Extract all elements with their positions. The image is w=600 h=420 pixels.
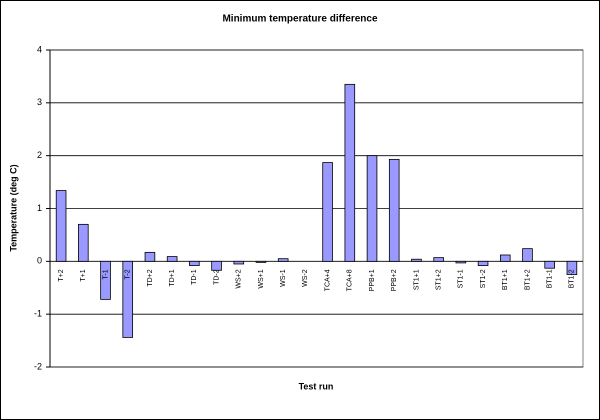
bar: [166, 256, 178, 262]
bar: [433, 257, 444, 262]
bar: [277, 258, 289, 262]
bar: [100, 260, 111, 300]
bar: [211, 260, 222, 271]
bar: [55, 190, 67, 262]
bar: [344, 83, 356, 262]
x-tick-label: TD+2: [147, 269, 154, 286]
x-tick-label: T+2: [58, 269, 65, 281]
y-tick-label: -1: [34, 309, 42, 319]
y-tick-label: 2: [37, 150, 42, 160]
x-tick-label: TD-1: [191, 269, 198, 285]
y-axis-title: Temperature (deg C): [8, 164, 18, 251]
bar: [233, 260, 245, 265]
x-tick-label: ST1-1: [458, 269, 465, 288]
x-tick-label: WS+2: [236, 269, 243, 288]
x-tick-label: BT1+2: [524, 269, 531, 290]
x-tick-label: BT1-1: [547, 269, 554, 288]
bar: [455, 260, 467, 264]
bar: [522, 248, 533, 262]
x-tick-label: WS+1: [258, 269, 265, 288]
bar: [255, 260, 267, 263]
y-tick-label: 0: [37, 256, 42, 266]
x-tick-label: ST1+1: [413, 269, 420, 290]
y-tick-label: -2: [34, 361, 42, 371]
x-tick-label: BT1-2: [569, 269, 576, 288]
y-tick-label: 4: [37, 44, 42, 54]
bar: [122, 260, 134, 338]
x-tick-label: PPB+2: [391, 269, 398, 291]
x-tick-label: T-2: [125, 269, 132, 279]
x-tick-label: ST1-2: [480, 269, 487, 288]
x-tick-label: WS-1: [280, 269, 287, 287]
bar: [566, 260, 578, 275]
bar: [477, 260, 489, 266]
bar: [388, 158, 400, 262]
x-tick-label: ST1+2: [435, 269, 442, 290]
x-axis-title: Test run: [299, 381, 334, 391]
bar: [411, 258, 422, 262]
x-tick-label: T-1: [102, 269, 109, 279]
x-tick-label: PPB+1: [369, 269, 376, 291]
x-tick-label: T+1: [80, 269, 87, 281]
bar: [366, 155, 378, 262]
bar: [322, 162, 333, 262]
x-tick-label: TD-2: [213, 269, 220, 285]
x-tick-label: BT1+1: [502, 269, 509, 290]
x-tick-label: WS-2: [302, 269, 309, 287]
bar: [78, 223, 89, 262]
x-tick-label: TCA+8: [347, 269, 354, 291]
chart-title: Minimum temperature difference: [222, 14, 377, 25]
y-tick-label: 1: [37, 203, 42, 213]
x-tick-label: TD+1: [169, 269, 176, 286]
bar: [544, 260, 555, 269]
x-tick-label: TCA+4: [324, 269, 331, 291]
bar: [499, 254, 511, 262]
y-tick-label: 3: [37, 97, 42, 107]
bar: [144, 251, 156, 262]
bar: [189, 260, 200, 266]
